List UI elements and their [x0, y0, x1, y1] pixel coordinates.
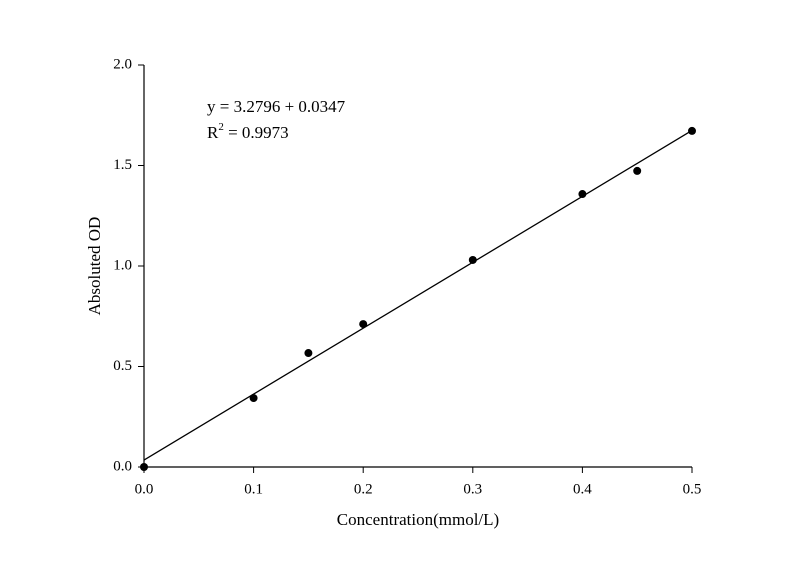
data-point: [633, 166, 642, 175]
equation: y = 3.2796 + 0.0347: [207, 97, 346, 116]
data-point: [304, 349, 313, 358]
y-tick-label: 2.0: [113, 56, 132, 72]
x-tick-label: 0.4: [573, 481, 592, 497]
data-point: [688, 126, 696, 135]
y-tick-label: 1.5: [113, 157, 132, 173]
y-tick-label: 1.0: [113, 257, 132, 273]
data-point: [359, 320, 368, 329]
r-base: R: [207, 123, 219, 142]
data-point: [140, 463, 148, 471]
fit-line: [143, 129, 693, 461]
x-tick-label: 0.5: [683, 481, 702, 497]
x-tick-label: 0.2: [354, 481, 373, 497]
y-axis-label: Absoluted OD: [85, 217, 104, 316]
r-squared: R2 = 0.9973: [207, 121, 289, 142]
data-point: [578, 190, 587, 199]
r-text: = 0.9973: [224, 123, 289, 142]
x-tick-label: 0.0: [135, 481, 154, 497]
x-tick-label: 0.1: [244, 481, 263, 497]
x-tick-label: 0.3: [463, 481, 482, 497]
r-sup: 2: [218, 121, 224, 133]
y-tick-label: 0.5: [113, 358, 132, 374]
y-tick-label: 0.0: [113, 458, 132, 474]
data-point: [468, 255, 477, 264]
data-point: [249, 394, 258, 403]
x-axis-label: Concentration(mmol/L): [337, 510, 499, 529]
